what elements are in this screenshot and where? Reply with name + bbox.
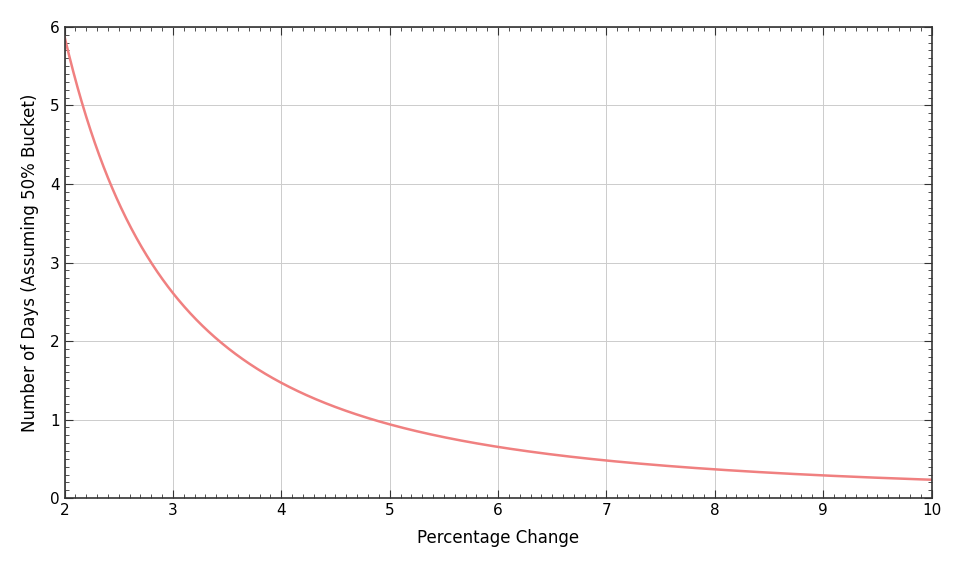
Y-axis label: Number of Days (Assuming 50% Bucket): Number of Days (Assuming 50% Bucket) [21, 93, 38, 432]
X-axis label: Percentage Change: Percentage Change [416, 529, 579, 547]
